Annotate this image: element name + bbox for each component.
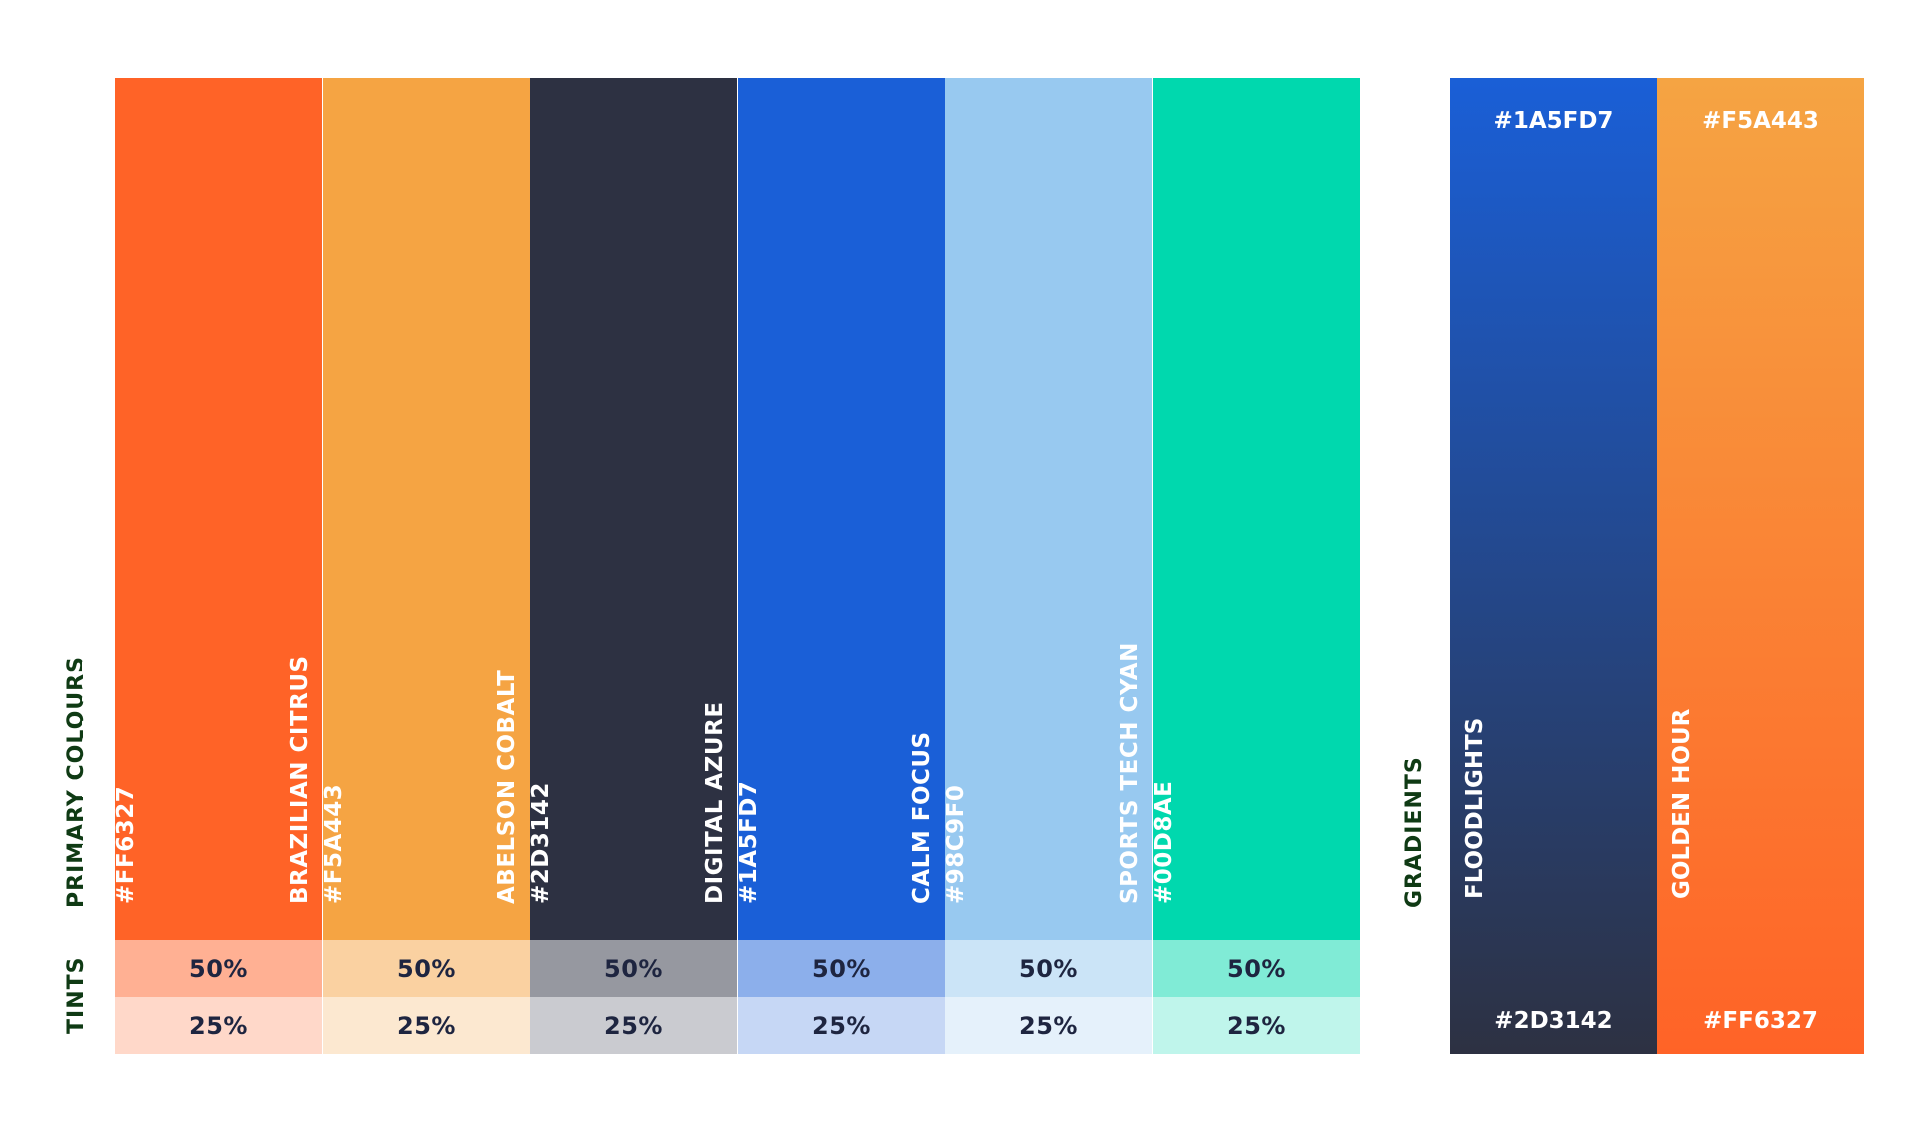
colour-swatch: ABELSON COBALT #2D3142: [494, 78, 737, 940]
swatch-label: DIGITAL AZURE #1A5FD7: [698, 644, 778, 904]
gradient-swatch: #1A5FD7 FLOODLIGHTS #2D3142: [1450, 78, 1657, 1054]
tint-25: 25%: [323, 997, 530, 1054]
tint-25: 25%: [738, 997, 945, 1054]
gradient-hex-top: #F5A443: [1702, 108, 1819, 134]
tint-25: 25%: [1153, 997, 1360, 1054]
colour-swatch: CALM FOCUS #98C9F0: [909, 78, 1152, 940]
swatch-hex: #00D8AE: [1151, 780, 1177, 904]
swatch-name: CALM FOCUS: [909, 731, 935, 904]
swatch-name: DIGITAL AZURE: [702, 701, 728, 904]
tint-50: 50%: [1153, 940, 1360, 997]
colour-swatch: BRAZILIAN CITRUS #F5A443: [287, 78, 530, 940]
tint-50: 50%: [323, 940, 530, 997]
swatch-label: BRAZILIAN CITRUS #F5A443: [283, 644, 363, 904]
gradient-name: FLOODLIGHTS: [1462, 717, 1488, 899]
tint-50: 50%: [115, 940, 322, 997]
swatch-label: ABELSON ORANGE #FF6327: [75, 644, 155, 904]
tints-label: TINTS: [64, 956, 89, 1034]
gradient-hex-top: #1A5FD7: [1493, 108, 1614, 134]
tint-25: 25%: [115, 997, 322, 1054]
colour-swatch: ABELSON ORANGE #FF6327: [79, 78, 322, 940]
tint-50: 50%: [945, 940, 1152, 997]
gradient-name: GOLDEN HOUR: [1669, 708, 1695, 899]
swatch-name: SPORTS TECH CYAN: [1117, 642, 1143, 904]
gradient-swatch: #F5A443 GOLDEN HOUR #FF6327: [1657, 78, 1864, 1054]
colour-swatch: DIGITAL AZURE #1A5FD7: [702, 78, 945, 940]
gradients-label: GRADIENTS: [1402, 756, 1427, 908]
swatch-name: ABELSON ORANGE: [79, 659, 105, 904]
swatch-label: ABELSON COBALT #2D3142: [490, 644, 570, 904]
tint-50: 50%: [530, 940, 737, 997]
tint-25: 25%: [530, 997, 737, 1054]
tint-25: 25%: [945, 997, 1152, 1054]
gradient-hex-bottom: #2D3142: [1494, 1008, 1613, 1034]
swatch-name: ABELSON COBALT: [494, 669, 520, 904]
swatch-hex: #1A5FD7: [736, 780, 762, 904]
gradient-hex-bottom: #FF6327: [1703, 1008, 1818, 1034]
swatch-label: CALM FOCUS #98C9F0: [905, 644, 985, 904]
swatch-label: SPORTS TECH CYAN #00D8AE: [1113, 642, 1193, 904]
swatch-name: BRAZILIAN CITRUS: [287, 655, 313, 904]
swatch-hex: #F5A443: [321, 783, 347, 904]
swatch-hex: #98C9F0: [943, 784, 969, 904]
swatch-hex: #FF6327: [113, 785, 139, 904]
tint-50: 50%: [738, 940, 945, 997]
colour-swatch: SPORTS TECH CYAN #00D8AE: [1117, 78, 1360, 940]
swatch-hex: #2D3142: [528, 782, 554, 904]
